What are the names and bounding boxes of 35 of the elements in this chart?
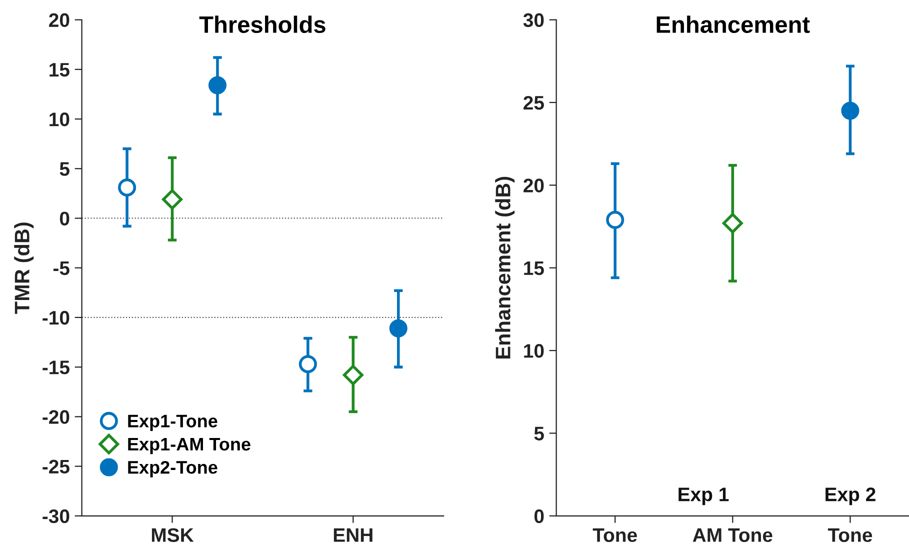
y-tick-label: 0 <box>534 509 544 524</box>
x-tick-label: Tone <box>828 528 872 542</box>
x-tick-label: ENH <box>334 528 372 542</box>
x-tick-label: MSK <box>152 528 194 542</box>
annotation: Exp 1 <box>678 488 729 506</box>
y-tick-label: -15 <box>42 360 70 374</box>
point <box>606 210 624 229</box>
y-tick-label: 25 <box>524 96 544 110</box>
y-axis-title: TMR (dB) <box>14 222 34 314</box>
legend-label: Exp1-Tone <box>128 414 218 432</box>
legend-label: Exp1-AM Tone <box>128 438 250 454</box>
y-tick-label: -25 <box>42 460 70 474</box>
chart-title: Enhancement <box>656 16 810 34</box>
y-tick-label: 20 <box>49 13 70 28</box>
y-axis-title: Enhancement (dB) <box>495 176 515 358</box>
annotation: Exp 2 <box>826 488 876 506</box>
y-tick-label: 5 <box>60 162 70 176</box>
y-tick-label: -20 <box>42 410 70 424</box>
y-tick-label: -5 <box>53 262 70 276</box>
point <box>841 102 860 120</box>
y-tick-label: 20 <box>524 178 544 192</box>
y-tick-label: -30 <box>42 509 70 524</box>
y-tick-label: 10 <box>524 344 544 358</box>
y-tick-label: 15 <box>524 262 544 276</box>
y-tick-label: 10 <box>50 112 70 126</box>
x-tick-label: Tone <box>592 528 637 542</box>
y-tick-label: -10 <box>42 310 70 325</box>
y-tick-label: 5 <box>534 426 544 440</box>
point <box>722 212 743 234</box>
y-tick-label: 15 <box>50 63 70 77</box>
x-tick-label: AM Tone <box>692 528 772 542</box>
legend-label: Exp2-Tone <box>128 460 218 478</box>
y-tick-label: 0 <box>60 212 70 226</box>
y-tick-label: 30 <box>523 13 544 28</box>
chart-title: Thresholds <box>199 16 326 34</box>
